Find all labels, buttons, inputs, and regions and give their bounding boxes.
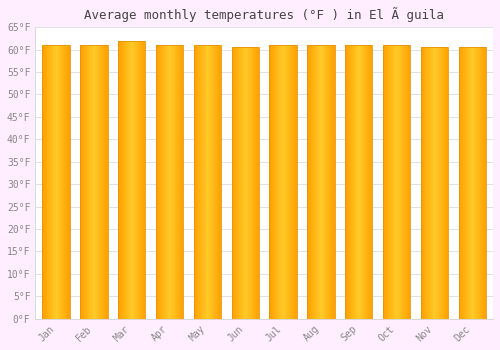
Bar [421, 47, 448, 318]
Bar [156, 45, 183, 318]
Bar [270, 45, 296, 318]
Bar [42, 45, 70, 318]
Bar [118, 41, 146, 319]
Bar [383, 45, 410, 318]
Bar [458, 47, 486, 318]
Bar [194, 45, 221, 318]
Bar [80, 45, 108, 318]
Bar [232, 47, 259, 318]
Bar [308, 45, 334, 318]
Title: Average monthly temperatures (°F ) in El Ã guila: Average monthly temperatures (°F ) in El… [84, 7, 444, 22]
Bar [345, 45, 372, 318]
